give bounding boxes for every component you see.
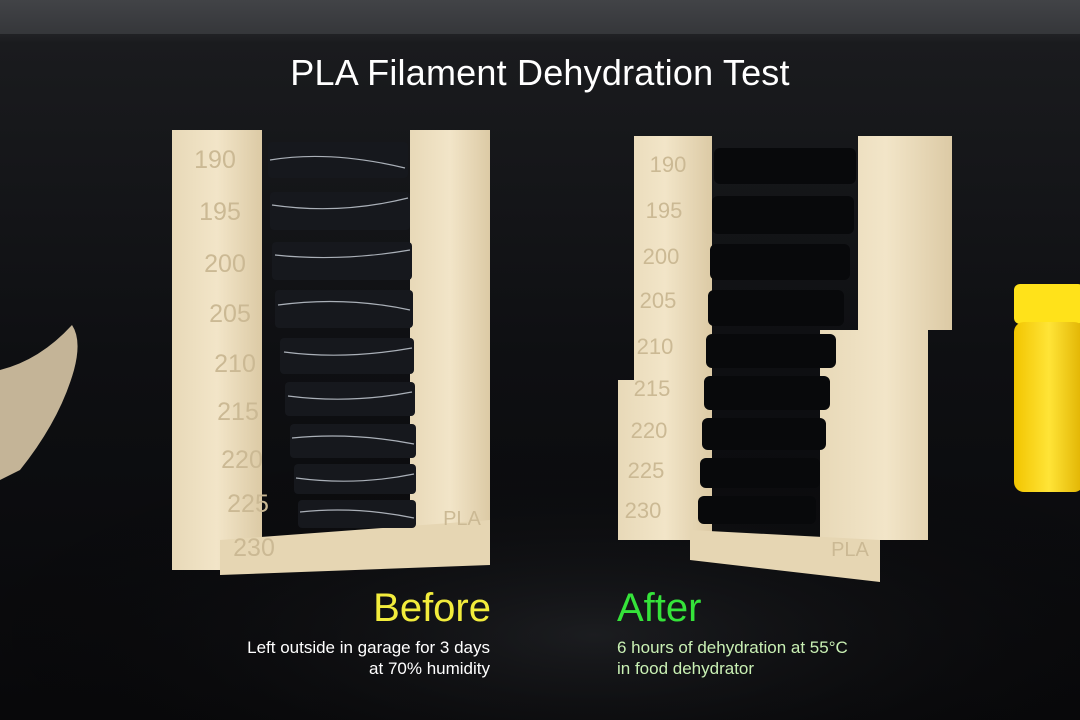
tower-after-label: 200: [643, 244, 680, 269]
after-heading: After: [617, 586, 702, 630]
tower-after-brand: PLA: [831, 539, 869, 561]
tower-before-label: 190: [194, 146, 236, 174]
tower-before-label: 230: [233, 534, 275, 562]
tower-before-label: 210: [214, 350, 256, 378]
tower-before-strings: [269, 155, 415, 519]
tower-before-label: 195: [199, 198, 241, 226]
tower-before-label: 220: [221, 446, 263, 474]
tower-after: [618, 136, 952, 582]
after-line-1: 6 hours of dehydration at 55°C: [617, 638, 848, 657]
tower-after-label: 215: [634, 376, 671, 401]
tower-after-gaps: [698, 148, 856, 524]
tower-after-label: 190: [650, 152, 687, 177]
yellow-jar: [1014, 284, 1080, 492]
tower-before-label: 225: [227, 490, 269, 518]
after-line-2: in food dehydrator: [617, 659, 755, 678]
after-description: 6 hours of dehydration at 55°C in food d…: [617, 637, 937, 679]
before-heading: Before: [373, 586, 491, 630]
tower-before-labels: 190 195 200 205 210 215 220 225 230 PLA: [194, 146, 481, 562]
tower-before-brand: PLA: [443, 508, 481, 530]
tower-after-label: 220: [631, 418, 668, 443]
image-title: PLA Filament Dehydration Test: [290, 52, 790, 93]
before-description: Left outside in garage for 3 days at 70%…: [190, 637, 490, 679]
tower-after-label: 230: [625, 498, 662, 523]
tower-before: [172, 130, 490, 575]
tower-before-label: 205: [209, 300, 251, 328]
tower-before-label: 200: [204, 250, 246, 278]
tower-after-label: 225: [628, 458, 665, 483]
before-line-2: at 70% humidity: [369, 659, 490, 678]
before-line-1: Left outside in garage for 3 days: [247, 638, 490, 657]
tower-after-labels: 190 195 200 205 210 215 220 225 230 PLA: [625, 152, 870, 561]
left-edge-object: [0, 325, 78, 480]
tower-after-label: 205: [640, 288, 677, 313]
tower-before-label: 215: [217, 398, 259, 426]
tower-after-label: 195: [646, 198, 683, 223]
tower-after-label: 210: [637, 334, 674, 359]
background-edge: [0, 0, 1080, 34]
tower-before-gaps: [268, 142, 416, 528]
